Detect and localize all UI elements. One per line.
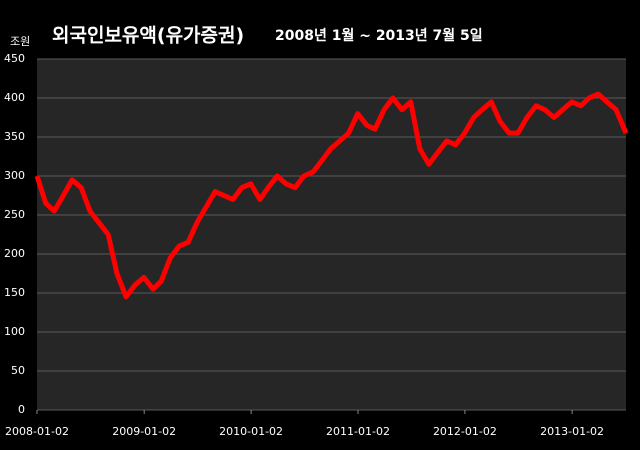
- x-tick-label: 2010-01-02: [219, 425, 283, 438]
- y-axis-label: 조원: [10, 35, 30, 48]
- data-line: [34, 91, 629, 300]
- y-tick-label: 450: [4, 52, 25, 65]
- x-tick-label: 2013-01-02: [540, 425, 604, 438]
- y-tick-label: 250: [4, 208, 25, 221]
- plot-area: [37, 59, 626, 410]
- chart-subtitle: 2008년 1월 ~ 2013년 7월 5일: [275, 27, 483, 44]
- y-tick-label: 100: [4, 325, 25, 338]
- x-tick-label: 2008-01-02: [5, 425, 69, 438]
- y-tick-label: 150: [4, 286, 25, 299]
- y-tick-label: 0: [18, 403, 25, 416]
- y-tick-label: 350: [4, 130, 25, 143]
- x-tick-label: 2009-01-02: [112, 425, 176, 438]
- y-tick-label: 200: [4, 247, 25, 260]
- x-tick-label: 2012-01-02: [433, 425, 497, 438]
- y-tick-label: 400: [4, 91, 25, 104]
- y-tick-label: 50: [11, 364, 25, 377]
- y-tick-label: 300: [4, 169, 25, 182]
- x-tick-label: 2011-01-02: [326, 425, 390, 438]
- chart-title: 외국인보유액(유가증권): [52, 25, 244, 47]
